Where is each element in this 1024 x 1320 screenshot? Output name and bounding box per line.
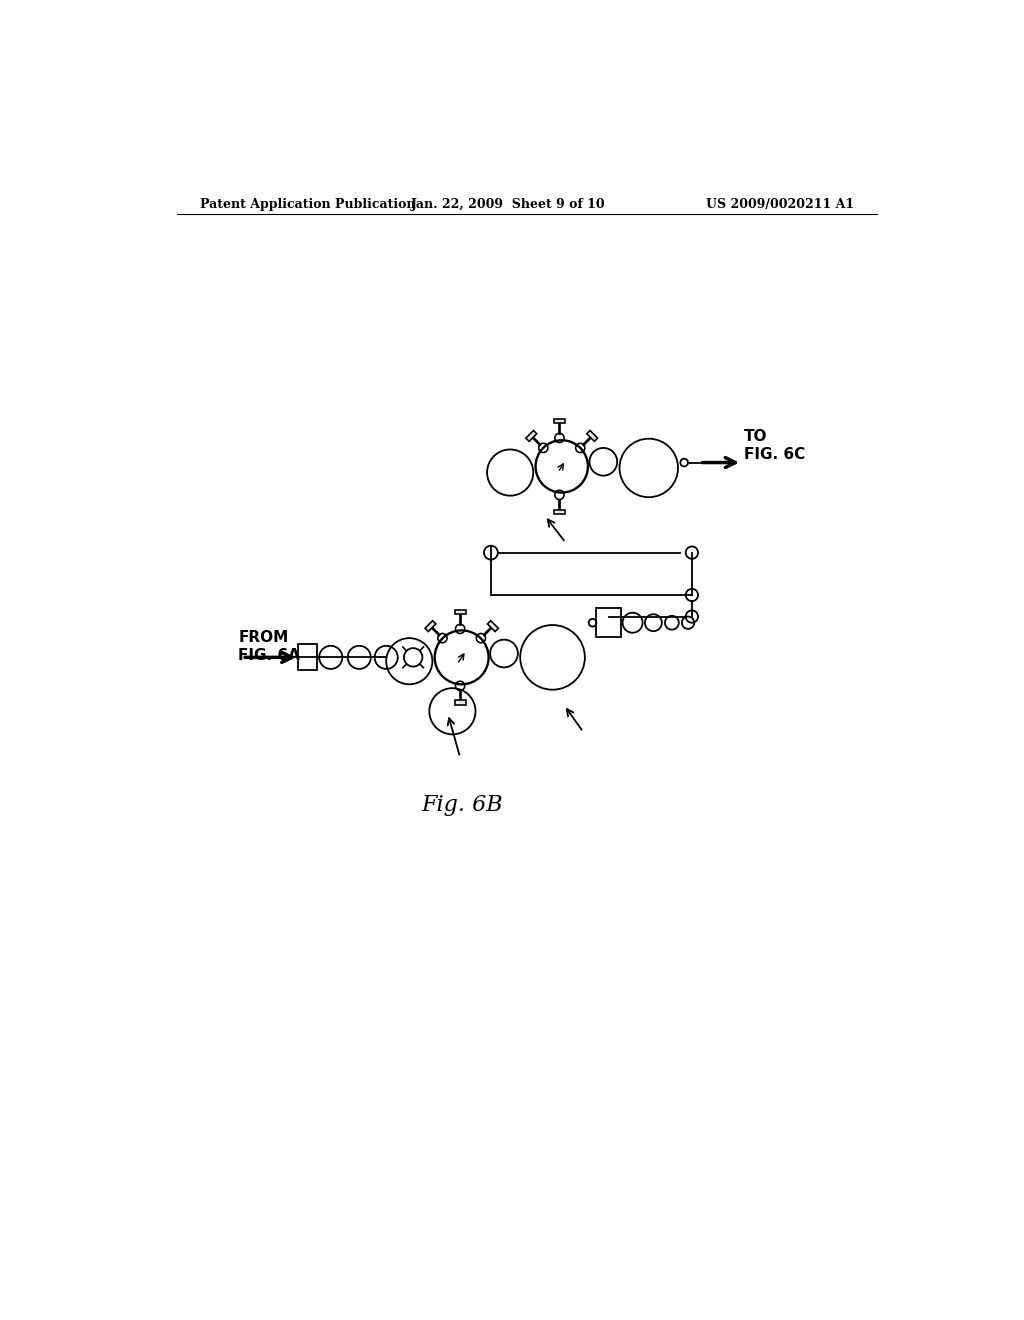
Text: Patent Application Publication: Patent Application Publication	[200, 198, 416, 211]
Polygon shape	[526, 430, 537, 441]
Text: Jan. 22, 2009  Sheet 9 of 10: Jan. 22, 2009 Sheet 9 of 10	[411, 198, 605, 211]
Polygon shape	[587, 430, 598, 441]
Bar	[298, 644, 316, 669]
Polygon shape	[554, 510, 565, 515]
Bar	[596, 609, 621, 638]
Text: TO
FIG. 6C: TO FIG. 6C	[744, 429, 806, 462]
Text: Fig. 6B: Fig. 6B	[421, 795, 503, 816]
Polygon shape	[554, 418, 565, 424]
Text: US 2009/0020211 A1: US 2009/0020211 A1	[707, 198, 854, 211]
Polygon shape	[455, 610, 466, 614]
Polygon shape	[425, 620, 436, 631]
Text: FROM
FIG. 6A: FROM FIG. 6A	[239, 631, 300, 663]
Polygon shape	[455, 701, 466, 705]
Polygon shape	[487, 620, 499, 631]
